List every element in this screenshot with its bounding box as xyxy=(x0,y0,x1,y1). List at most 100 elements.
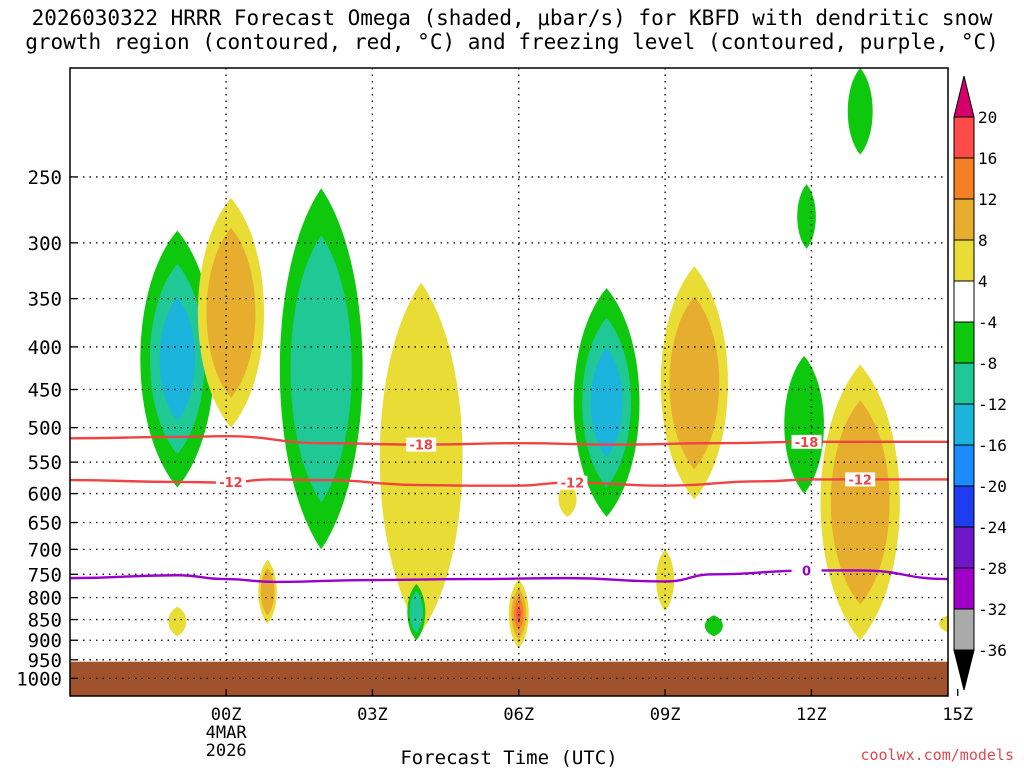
omega-level-5 xyxy=(168,606,187,637)
x-tick-label-06Z: 06Z xyxy=(503,705,534,725)
colorbar-label--32: -32 xyxy=(978,600,1007,619)
contour-label-bg xyxy=(845,472,876,487)
colorbar-label--16: -16 xyxy=(978,436,1007,455)
omega-level-5 xyxy=(797,184,816,249)
y-tick-label-450: 450 xyxy=(28,380,62,402)
colorbar-label--12: -12 xyxy=(978,395,1007,414)
omega-feature-ascent-3 xyxy=(279,188,363,550)
omega-shading xyxy=(140,68,948,649)
colorbar-bin-2 xyxy=(953,157,975,200)
colorbar-top-triangle xyxy=(953,75,975,118)
y-tick-label-350: 350 xyxy=(28,289,62,311)
colorbar-bin-5 xyxy=(953,280,975,323)
contour-label--18: -18 xyxy=(409,439,433,454)
y-tick-label-250: 250 xyxy=(28,167,62,189)
contour-label-bg xyxy=(791,434,822,449)
x-axis-title: Forecast Time (UTC) xyxy=(400,747,617,768)
contour-label--12: -12 xyxy=(219,476,243,491)
credit-text: coolwx.com/models xyxy=(860,746,1014,764)
y-tick-label-900: 900 xyxy=(28,630,62,652)
colorbar-label--24: -24 xyxy=(978,518,1007,537)
omega-level-5 xyxy=(704,615,723,637)
contour-label--12: -12 xyxy=(561,477,585,492)
omega-level-9 xyxy=(669,296,720,470)
colorbar-bin-4 xyxy=(953,239,975,282)
grid-lines xyxy=(70,68,948,696)
y-tick-label-850: 850 xyxy=(28,610,62,632)
colorbar-label--20: -20 xyxy=(978,477,1007,496)
omega-level-9 xyxy=(290,235,352,503)
omega-feature-ascent-1 xyxy=(140,230,215,488)
omega-level-17 xyxy=(516,606,521,622)
x-tick-year: 2026 xyxy=(206,741,247,761)
title-line-1: 2026030322 HRRR Forecast Omega (shaded, … xyxy=(31,6,993,30)
y-tick-label-400: 400 xyxy=(28,337,62,359)
y-tick-label-700: 700 xyxy=(28,539,62,561)
plot-frame xyxy=(69,67,949,697)
contour-label-0: 0 xyxy=(802,565,811,580)
terrain-ground xyxy=(70,659,948,696)
omega-level-5 xyxy=(784,355,824,494)
colorbar-label--28: -28 xyxy=(978,559,1007,578)
colorbar-bin-9 xyxy=(953,444,975,487)
colorbar-bin-1 xyxy=(953,116,975,159)
x-tick-label-09Z: 09Z xyxy=(650,705,681,725)
x-tick-date: 4MAR xyxy=(206,723,248,743)
ground-fill xyxy=(70,661,948,696)
colorbar-label-8: 8 xyxy=(978,231,988,250)
y-tick-label-550: 550 xyxy=(28,452,62,474)
omega-feature-descent-2 xyxy=(197,197,265,428)
x-tick-label-12Z: 12Z xyxy=(796,705,827,725)
y-tick-label-950: 950 xyxy=(28,650,62,672)
contour-label--12: -12 xyxy=(848,473,872,488)
omega-feature-ascent-16 xyxy=(847,68,873,155)
y-tick-label-800: 800 xyxy=(28,588,62,610)
omega-level-9 xyxy=(206,227,256,398)
title-line-2: growth region (contoured, red, °C) and f… xyxy=(25,30,999,54)
omega-feature-descent-4 xyxy=(379,282,463,633)
y-tick-label-1000: 1000 xyxy=(16,668,62,690)
y-tick-label-750: 750 xyxy=(28,564,62,586)
omega-feature-descent-10 xyxy=(558,481,577,517)
temperature-contours: -18 -18 -12 -12 -12 0 xyxy=(70,434,948,584)
colorbar-label--8: -8 xyxy=(978,354,997,373)
colorbar-bin-7 xyxy=(953,362,975,405)
x-tick-label-00Z: 00Z xyxy=(211,705,242,725)
x-tick-label-15Z: 15Z xyxy=(942,705,973,725)
colorbar-bin-11 xyxy=(953,526,975,569)
omega-level-9 xyxy=(409,591,423,633)
colorbar-bin-6 xyxy=(953,321,975,364)
chart-title: 2026030322 HRRR Forecast Omega (shaded, … xyxy=(0,6,1024,54)
contour-label-bg xyxy=(557,475,588,490)
y-tick-label-500: 500 xyxy=(28,418,62,440)
y-tick-label-600: 600 xyxy=(28,484,62,506)
omega-feature-ascent-5 xyxy=(407,583,426,641)
y-tick-label-650: 650 xyxy=(28,513,62,535)
omega-feature-descent-6 xyxy=(508,579,529,649)
x-tick-label-03Z: 03Z xyxy=(357,705,388,725)
contour-label--18: -18 xyxy=(795,436,819,451)
y-tick-label-300: 300 xyxy=(28,233,62,255)
omega-feature-ascent-13 xyxy=(704,615,723,637)
y-axis: 2503003504004505005506006507007508008509… xyxy=(16,167,77,690)
omega-level-9 xyxy=(830,400,890,605)
omega-feature-descent-11 xyxy=(660,266,728,500)
colorbar-bin-13 xyxy=(953,608,975,651)
omega-level-5 xyxy=(558,481,577,517)
colorbar-label-4: 4 xyxy=(978,272,988,291)
colorbar-label--36: -36 xyxy=(978,641,1007,660)
colorbar-bin-10 xyxy=(953,485,975,528)
omega-feature-descent-7 xyxy=(258,559,277,624)
omega-level-9 xyxy=(260,567,275,616)
colorbar-label-12: 12 xyxy=(978,190,997,209)
omega-level-5 xyxy=(656,549,675,611)
colorbar-bin-3 xyxy=(953,198,975,241)
omega-level-13 xyxy=(590,347,623,458)
colorbar: 20 16 12 8 4 -4 -8 -12 -16 -20 -24 -28 -32 -36 xyxy=(953,75,1007,691)
colorbar-bin-12 xyxy=(953,567,975,610)
colorbar-label-16: 16 xyxy=(978,149,997,168)
omega-feature-ascent-14 xyxy=(784,355,824,494)
colorbar-bottom-triangle xyxy=(953,649,975,691)
